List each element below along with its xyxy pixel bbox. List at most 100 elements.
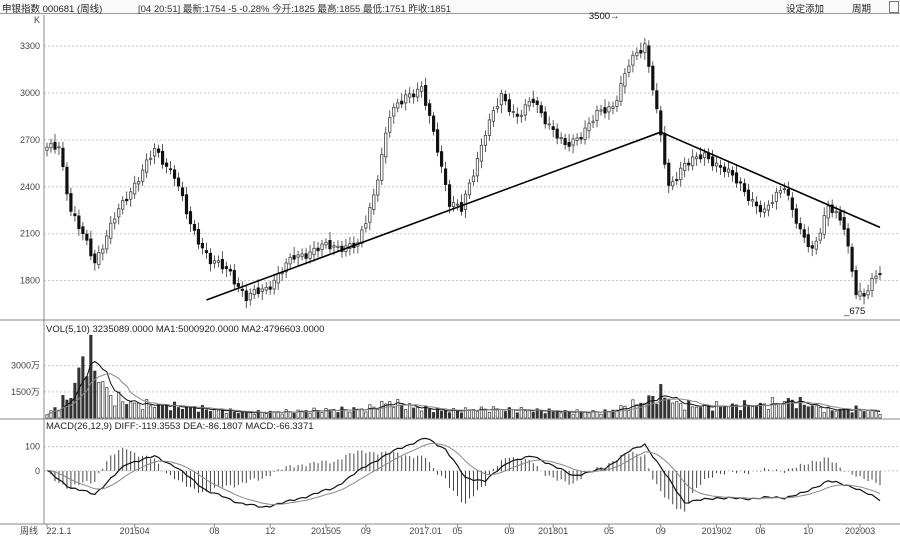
- candle-body-down: [69, 193, 73, 212]
- candle-body-up: [113, 218, 117, 224]
- window-corner-icon[interactable]: [889, 1, 899, 13]
- index-title: 申银指数 000681 (周线): [2, 4, 103, 15]
- candle: [109, 216, 113, 245]
- volume-bar: [639, 402, 643, 419]
- candle: [583, 120, 587, 145]
- candle-body-up: [770, 202, 774, 204]
- candle: [587, 117, 591, 139]
- volume-bar: [782, 401, 786, 419]
- volume-bar: [531, 411, 535, 419]
- volume-bar: [567, 411, 571, 419]
- volume-bar: [117, 391, 121, 419]
- candle-body-down: [663, 132, 667, 165]
- candle: [196, 222, 201, 249]
- candle-body-up: [248, 292, 252, 301]
- candle-body-down: [428, 103, 432, 116]
- candle: [679, 161, 683, 187]
- candle: [276, 265, 280, 290]
- x-tick-label: 2017.01: [409, 526, 442, 536]
- candle-body-up: [212, 260, 216, 264]
- candle-body-down: [738, 181, 743, 184]
- candle: [519, 109, 523, 123]
- candle-body-down: [730, 170, 735, 176]
- candle-body-up: [404, 94, 408, 104]
- candle: [687, 158, 691, 171]
- candle: [539, 101, 543, 118]
- volume-bar: [400, 404, 404, 419]
- period-button[interactable]: 周期: [852, 4, 872, 15]
- candle-body-up: [619, 83, 623, 102]
- candle: [372, 188, 376, 215]
- candle: [312, 241, 316, 262]
- volume-bar: [842, 408, 846, 419]
- candle: [818, 227, 822, 244]
- candle: [754, 196, 759, 214]
- volume-bar: [858, 409, 862, 419]
- candle: [707, 148, 711, 164]
- volume-bar: [455, 410, 460, 419]
- volume-bar: [555, 411, 559, 419]
- volume-bar: [264, 413, 268, 419]
- volume-tick-label: 3000万: [11, 361, 40, 371]
- volume-bar: [101, 381, 105, 419]
- volume-bar: [838, 409, 842, 419]
- candle: [439, 145, 444, 174]
- volume-bar: [252, 414, 256, 419]
- volume-bar: [587, 412, 591, 419]
- candle-body-up: [133, 182, 137, 195]
- candle: [483, 130, 488, 153]
- candle: [722, 162, 727, 178]
- candle-body-down: [228, 268, 232, 272]
- volume-bar: [53, 407, 57, 419]
- candle-body-up: [284, 262, 288, 273]
- volume-bar: [284, 409, 288, 419]
- candle-body-down: [535, 100, 539, 105]
- candle-body-down: [424, 84, 428, 106]
- candle: [455, 199, 460, 211]
- candle-body-down: [196, 229, 201, 245]
- candle: [328, 231, 332, 253]
- candle-body-down: [531, 98, 535, 103]
- candle-body-down: [400, 100, 404, 105]
- candle-body-up: [471, 175, 476, 183]
- candle-body-down: [220, 259, 224, 270]
- volume-bar: [595, 411, 599, 419]
- volume-bar: [81, 356, 85, 419]
- volume-bar: [575, 409, 579, 419]
- volume-bar: [519, 407, 523, 419]
- volume-bar: [527, 409, 531, 419]
- volume-bar: [161, 404, 165, 419]
- candle: [133, 175, 137, 199]
- candle-body-down: [160, 150, 165, 165]
- macd-pane: MACD(26,12,9) DIFF:-119.3553 DEA:-86.180…: [25, 421, 900, 512]
- candle-body-up: [858, 290, 862, 297]
- candle-body-up: [778, 190, 782, 194]
- candle-body-up: [762, 208, 767, 213]
- candle-body-down: [256, 287, 260, 295]
- candle: [511, 104, 515, 118]
- candle: [730, 166, 735, 182]
- add-indicator-button[interactable]: 设定添加: [786, 4, 825, 15]
- title-bar: 申银指数 000681 (周线) [04 20:51] 最新:1754 -5 -…: [0, 0, 900, 15]
- candle-body-up: [360, 229, 364, 244]
- candle-body-up: [822, 215, 826, 235]
- volume-bar: [663, 397, 667, 419]
- candle: [866, 284, 870, 300]
- candle: [603, 99, 607, 119]
- volume-bar: [440, 410, 444, 419]
- x-tick-label: 12: [265, 526, 275, 536]
- volume-bar: [105, 387, 109, 419]
- volume-bar: [372, 406, 376, 419]
- candle-body-up: [750, 199, 755, 202]
- candle: [798, 217, 802, 235]
- volume-bar: [45, 414, 49, 419]
- volume-bar: [495, 409, 499, 419]
- volume-bar: [507, 407, 511, 419]
- candle-body-down: [862, 293, 866, 297]
- volume-bar: [176, 407, 181, 419]
- candle: [675, 171, 679, 185]
- candle: [392, 103, 396, 124]
- volume-bar: [551, 411, 555, 419]
- volume-bar: [408, 403, 412, 419]
- volume-bar: [683, 409, 687, 419]
